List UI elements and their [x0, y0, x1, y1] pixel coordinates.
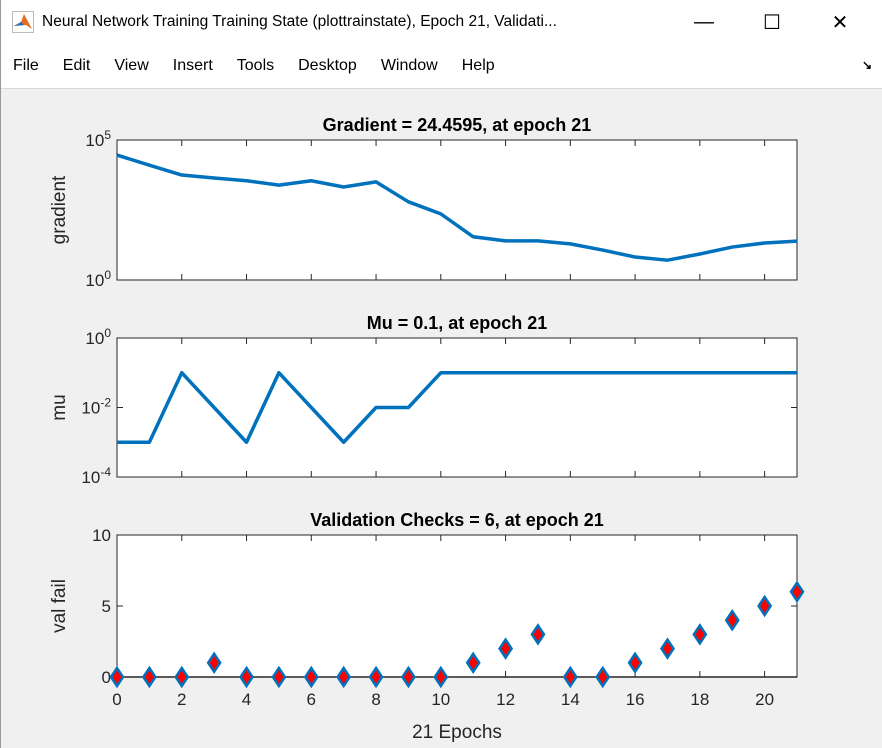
- plot-2: 10-4 10-2 100 Mu = 0.1, at epoch 21 mu: [49, 313, 798, 487]
- data-point-marker: [757, 594, 773, 618]
- data-point-marker: [271, 665, 287, 689]
- data-point-marker: [789, 580, 805, 604]
- x-tick-label: 8: [371, 690, 380, 709]
- y-tick-label: 100: [85, 268, 111, 290]
- axes-box: [116, 534, 798, 678]
- data-point-marker: [303, 665, 319, 689]
- data-point-marker: [109, 665, 125, 689]
- axes-box: [116, 337, 798, 478]
- y-tick-label: 10-2: [81, 396, 111, 418]
- title-bar: Neural Network Training Training State (…: [0, 0, 882, 44]
- maximize-button[interactable]: ☐: [763, 11, 781, 34]
- y-tick-label: 0: [102, 668, 111, 687]
- menu-window[interactable]: Window: [380, 57, 438, 74]
- plot-title: Validation Checks = 6, at epoch 21: [310, 510, 604, 530]
- x-tick-label: 0: [112, 690, 121, 709]
- data-point-marker: [368, 665, 384, 689]
- series-line: [116, 153, 798, 262]
- data-point-marker: [562, 665, 578, 689]
- data-point-marker: [659, 637, 675, 660]
- x-tick-label: 4: [242, 690, 251, 709]
- y-tick-label: 5: [102, 597, 111, 616]
- x-tick-label: 10: [431, 690, 450, 709]
- plot-title: Mu = 0.1, at epoch 21: [367, 313, 548, 333]
- data-point-marker: [595, 665, 611, 689]
- x-tick-label: 2: [177, 690, 186, 709]
- plot-3: 0 5 10 Validation Checks = 6, at epoch 21 va…: [49, 510, 805, 743]
- y-tick-label: 100: [85, 326, 111, 348]
- window-border: [0, 0, 1, 748]
- y-tick-label: 105: [85, 128, 111, 150]
- dock-arrow-icon[interactable]: ↘: [861, 58, 872, 72]
- data-point-marker: [530, 623, 546, 646]
- x-tick-label: 16: [626, 690, 645, 709]
- menu-view[interactable]: View: [114, 57, 149, 74]
- x-axis-label: 21 Epochs: [412, 722, 502, 743]
- menu-file[interactable]: File: [13, 57, 39, 74]
- series-line: [117, 371, 797, 444]
- y-tick-label: 10: [92, 526, 111, 545]
- menu-tools[interactable]: Tools: [236, 57, 275, 74]
- data-point-marker: [498, 637, 514, 660]
- y-axis-label: mu: [49, 394, 70, 420]
- menu-edit[interactable]: Edit: [62, 57, 91, 74]
- menu-bar: File Edit View Insert Tools Desktop Wind…: [0, 44, 882, 89]
- matlab-logo-icon: [12, 11, 34, 33]
- data-point-marker: [724, 608, 740, 632]
- x-tick-label: 20: [755, 690, 774, 709]
- data-point-marker: [336, 665, 352, 689]
- y-axis-label: val fail: [49, 579, 70, 633]
- data-point-marker: [433, 665, 449, 689]
- x-tick-label: 12: [496, 690, 515, 709]
- y-axis-label: gradient: [49, 175, 70, 244]
- data-point-marker: [627, 651, 643, 675]
- data-point-marker: [692, 623, 708, 646]
- window-title: Neural Network Training Training State (…: [42, 13, 557, 30]
- plot-1: 100 105 Gradient = 24.4595, at epoch 21 gra…: [49, 115, 798, 290]
- minimize-button[interactable]: —: [694, 10, 714, 33]
- plot-title: Gradient = 24.4595, at epoch 21: [323, 115, 592, 135]
- x-tick-label: 18: [690, 690, 709, 709]
- x-tick-label: 6: [307, 690, 316, 709]
- data-point-marker: [400, 665, 416, 689]
- menu-help[interactable]: Help: [461, 57, 495, 74]
- menu-desktop[interactable]: Desktop: [298, 57, 357, 74]
- x-tick-label: 14: [561, 690, 580, 709]
- data-point-marker: [206, 651, 222, 675]
- y-tick-label: 10-4: [81, 465, 111, 487]
- axes-box: [116, 139, 798, 281]
- data-point-marker: [174, 665, 190, 689]
- close-button[interactable]: ✕: [831, 11, 849, 34]
- data-point-marker: [239, 665, 255, 689]
- data-point-marker: [141, 665, 157, 689]
- menu-insert[interactable]: Insert: [172, 57, 213, 74]
- data-point-marker: [465, 651, 481, 675]
